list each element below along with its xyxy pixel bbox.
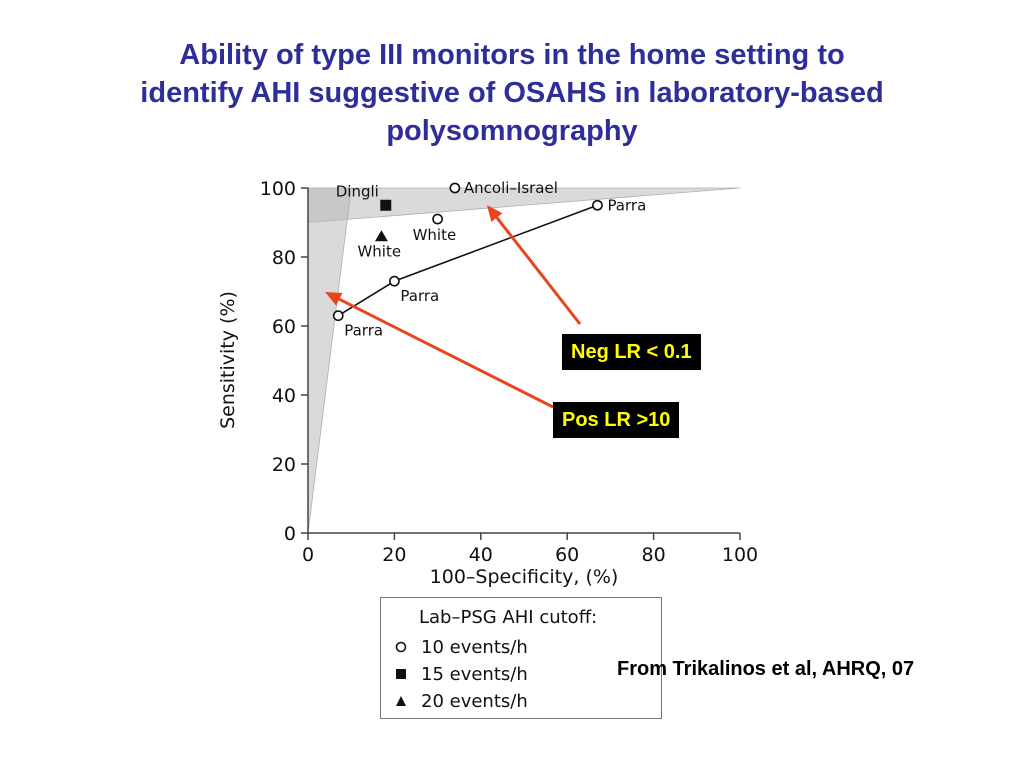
x-tick-label: 20 [382,544,406,566]
point-circle [592,199,603,211]
y-ticks: 0 20 40 60 80 100 [260,178,308,545]
point-label: White [357,242,401,260]
title-line-3: polysomnography [386,115,638,147]
citation: From Trikalinos et al, AHRQ, 07 [617,658,915,680]
point-label: Dingli [336,182,379,200]
legend-item-10: 10 events/h [393,635,528,659]
y-axis-label: Sensitivity (%) [217,291,239,429]
point-label: Ancoli–Israel [464,179,558,197]
x-tick-label: 80 [642,544,666,566]
legend-label: 15 events/h [421,663,528,685]
x-tick-label: 0 [302,544,314,566]
x-tick-label: 60 [555,544,579,566]
neg-lr-callout: Neg LR < 0.1 [562,334,701,370]
pos-lr-region [307,187,352,534]
y-tick-label: 40 [272,385,296,407]
y-tick-label: 60 [272,316,296,338]
y-tick-label: 0 [284,523,296,545]
neg-lr-arrow [487,205,582,325]
callout-arrows [325,205,582,409]
title-line-2: identify AHI suggestive of OSAHS in labo… [140,77,884,109]
axes [307,188,740,534]
point-circle [332,310,344,322]
pos-lr-arrow [325,292,554,409]
x-tick-label: 100 [722,544,758,566]
slide-title: Ability of type III monitors in the home… [40,36,984,150]
point-circle [449,182,461,194]
point-circle [388,275,400,287]
point-label: Parra [344,322,383,340]
x-tick-label: 40 [469,544,493,566]
y-tick-label: 80 [272,247,296,269]
legend-label: 10 events/h [421,636,528,658]
x-ticks: 0 20 40 60 80 100 [302,533,758,566]
parra-line [337,204,598,317]
square-marker-icon [393,668,409,680]
point-label: White [413,226,457,244]
legend-item-15: 15 events/h [393,662,528,686]
title-line-1: Ability of type III monitors in the home… [179,39,845,71]
triangle-marker-icon [393,695,409,707]
point-triangle [374,230,388,242]
point-label: Parra [607,196,646,214]
y-tick-label: 20 [272,454,296,476]
pos-lr-callout: Pos LR >10 [553,402,680,438]
point-label: Parra [400,287,439,305]
legend-item-20: 20 events/h [393,689,528,713]
legend-label: 20 events/h [421,690,528,712]
legend: Lab–PSG AHI cutoff: 10 events/h 15 event… [380,597,662,719]
point-square [380,199,392,211]
point-labels: Dingli Ancoli–Israel White White Parra Parra P… [336,179,647,340]
x-axis-label: 100–Specificity, (%) [430,566,619,588]
circle-marker-icon [393,641,409,653]
point-circle [432,213,443,225]
parra-series-line [337,204,598,317]
y-tick-label: 100 [260,178,296,200]
legend-title: Lab–PSG AHI cutoff: [419,607,598,628]
data-points [332,182,603,322]
